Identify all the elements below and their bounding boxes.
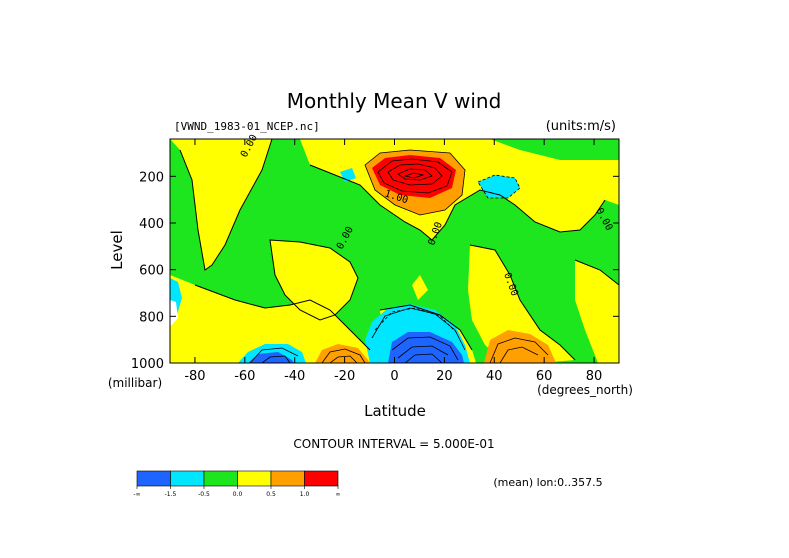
x-axis-units: (degrees_north) (537, 383, 633, 397)
colorbar-swatch (170, 470, 205, 487)
x-tick-label: 0 (390, 369, 398, 384)
blue-region-equatorial-surface (388, 332, 464, 363)
footer-text: (mean) lon:0..357.5 (493, 476, 602, 489)
colorbar-swatch (304, 470, 339, 487)
colorbar: -∞ -1.5 -0.5 0.0 0.5 1.0 ∞ (133, 470, 341, 498)
colorbar-label: 0.5 (266, 491, 276, 498)
x-tick-label: -80 (184, 369, 205, 384)
yellow-region-northern-mid (468, 245, 575, 363)
x-tick-label: -40 (284, 369, 305, 384)
colorbar-label: -∞ (133, 491, 140, 498)
blue-region-southern-surface (248, 352, 294, 363)
colorbar-swatch (203, 470, 238, 487)
contour-field (170, 139, 619, 363)
x-tick-label: 80 (586, 369, 603, 384)
y-axis-units: (millibar) (108, 376, 162, 390)
y-tick-label: 600 (139, 264, 164, 279)
yellow-region-north-pole (575, 260, 619, 363)
x-axis-label: Latitude (364, 402, 426, 420)
yellow-region-mid-southern (270, 240, 358, 320)
y-axis-label: Level (108, 230, 126, 270)
colorbar-swatch (237, 470, 272, 487)
y-tick-label: 800 (139, 310, 164, 325)
contour-lines (249, 149, 549, 363)
x-tick-label: 60 (536, 369, 553, 384)
yellow-region-lower-southern (170, 275, 378, 363)
x-axis-ticks: -80 -60 -40 -20 0 20 40 60 80 (184, 139, 602, 384)
y-tick-label: 200 (139, 170, 164, 185)
yellow-region-upper-southern (170, 139, 272, 270)
x-tick-label: 20 (436, 369, 453, 384)
y-axis-ticks: 200 400 600 800 1000 (131, 170, 619, 372)
orange-region-southern-surface (315, 344, 370, 363)
x-tick-label: -20 (334, 369, 355, 384)
units-label: (units:m/s) (546, 119, 616, 134)
y-tick-label: 1000 (131, 357, 164, 372)
dataset-label: [VWND_1983-01_NCEP.nc] (174, 120, 320, 133)
chart-title: Monthly Mean V wind (287, 89, 502, 113)
missing-data-region (170, 300, 178, 325)
colorbar-label: -0.5 (198, 491, 210, 498)
y-tick-label: 400 (139, 217, 164, 232)
negative-contour-lines (374, 174, 521, 335)
colorbar-label: -1.5 (165, 491, 177, 498)
colorbar-label: 1.0 (300, 491, 310, 498)
yellow-region-small (412, 275, 428, 300)
x-tick-label: 40 (486, 369, 503, 384)
contour-interval-text: CONTOUR INTERVAL = 5.000E-01 (293, 437, 494, 451)
x-tick-label: -60 (234, 369, 255, 384)
colorbar-swatch (270, 470, 305, 487)
colorbar-label: 0.0 (233, 491, 243, 498)
zero-contour-lines (179, 139, 619, 361)
colorbar-label: ∞ (336, 491, 341, 498)
colorbar-swatch (136, 470, 171, 487)
